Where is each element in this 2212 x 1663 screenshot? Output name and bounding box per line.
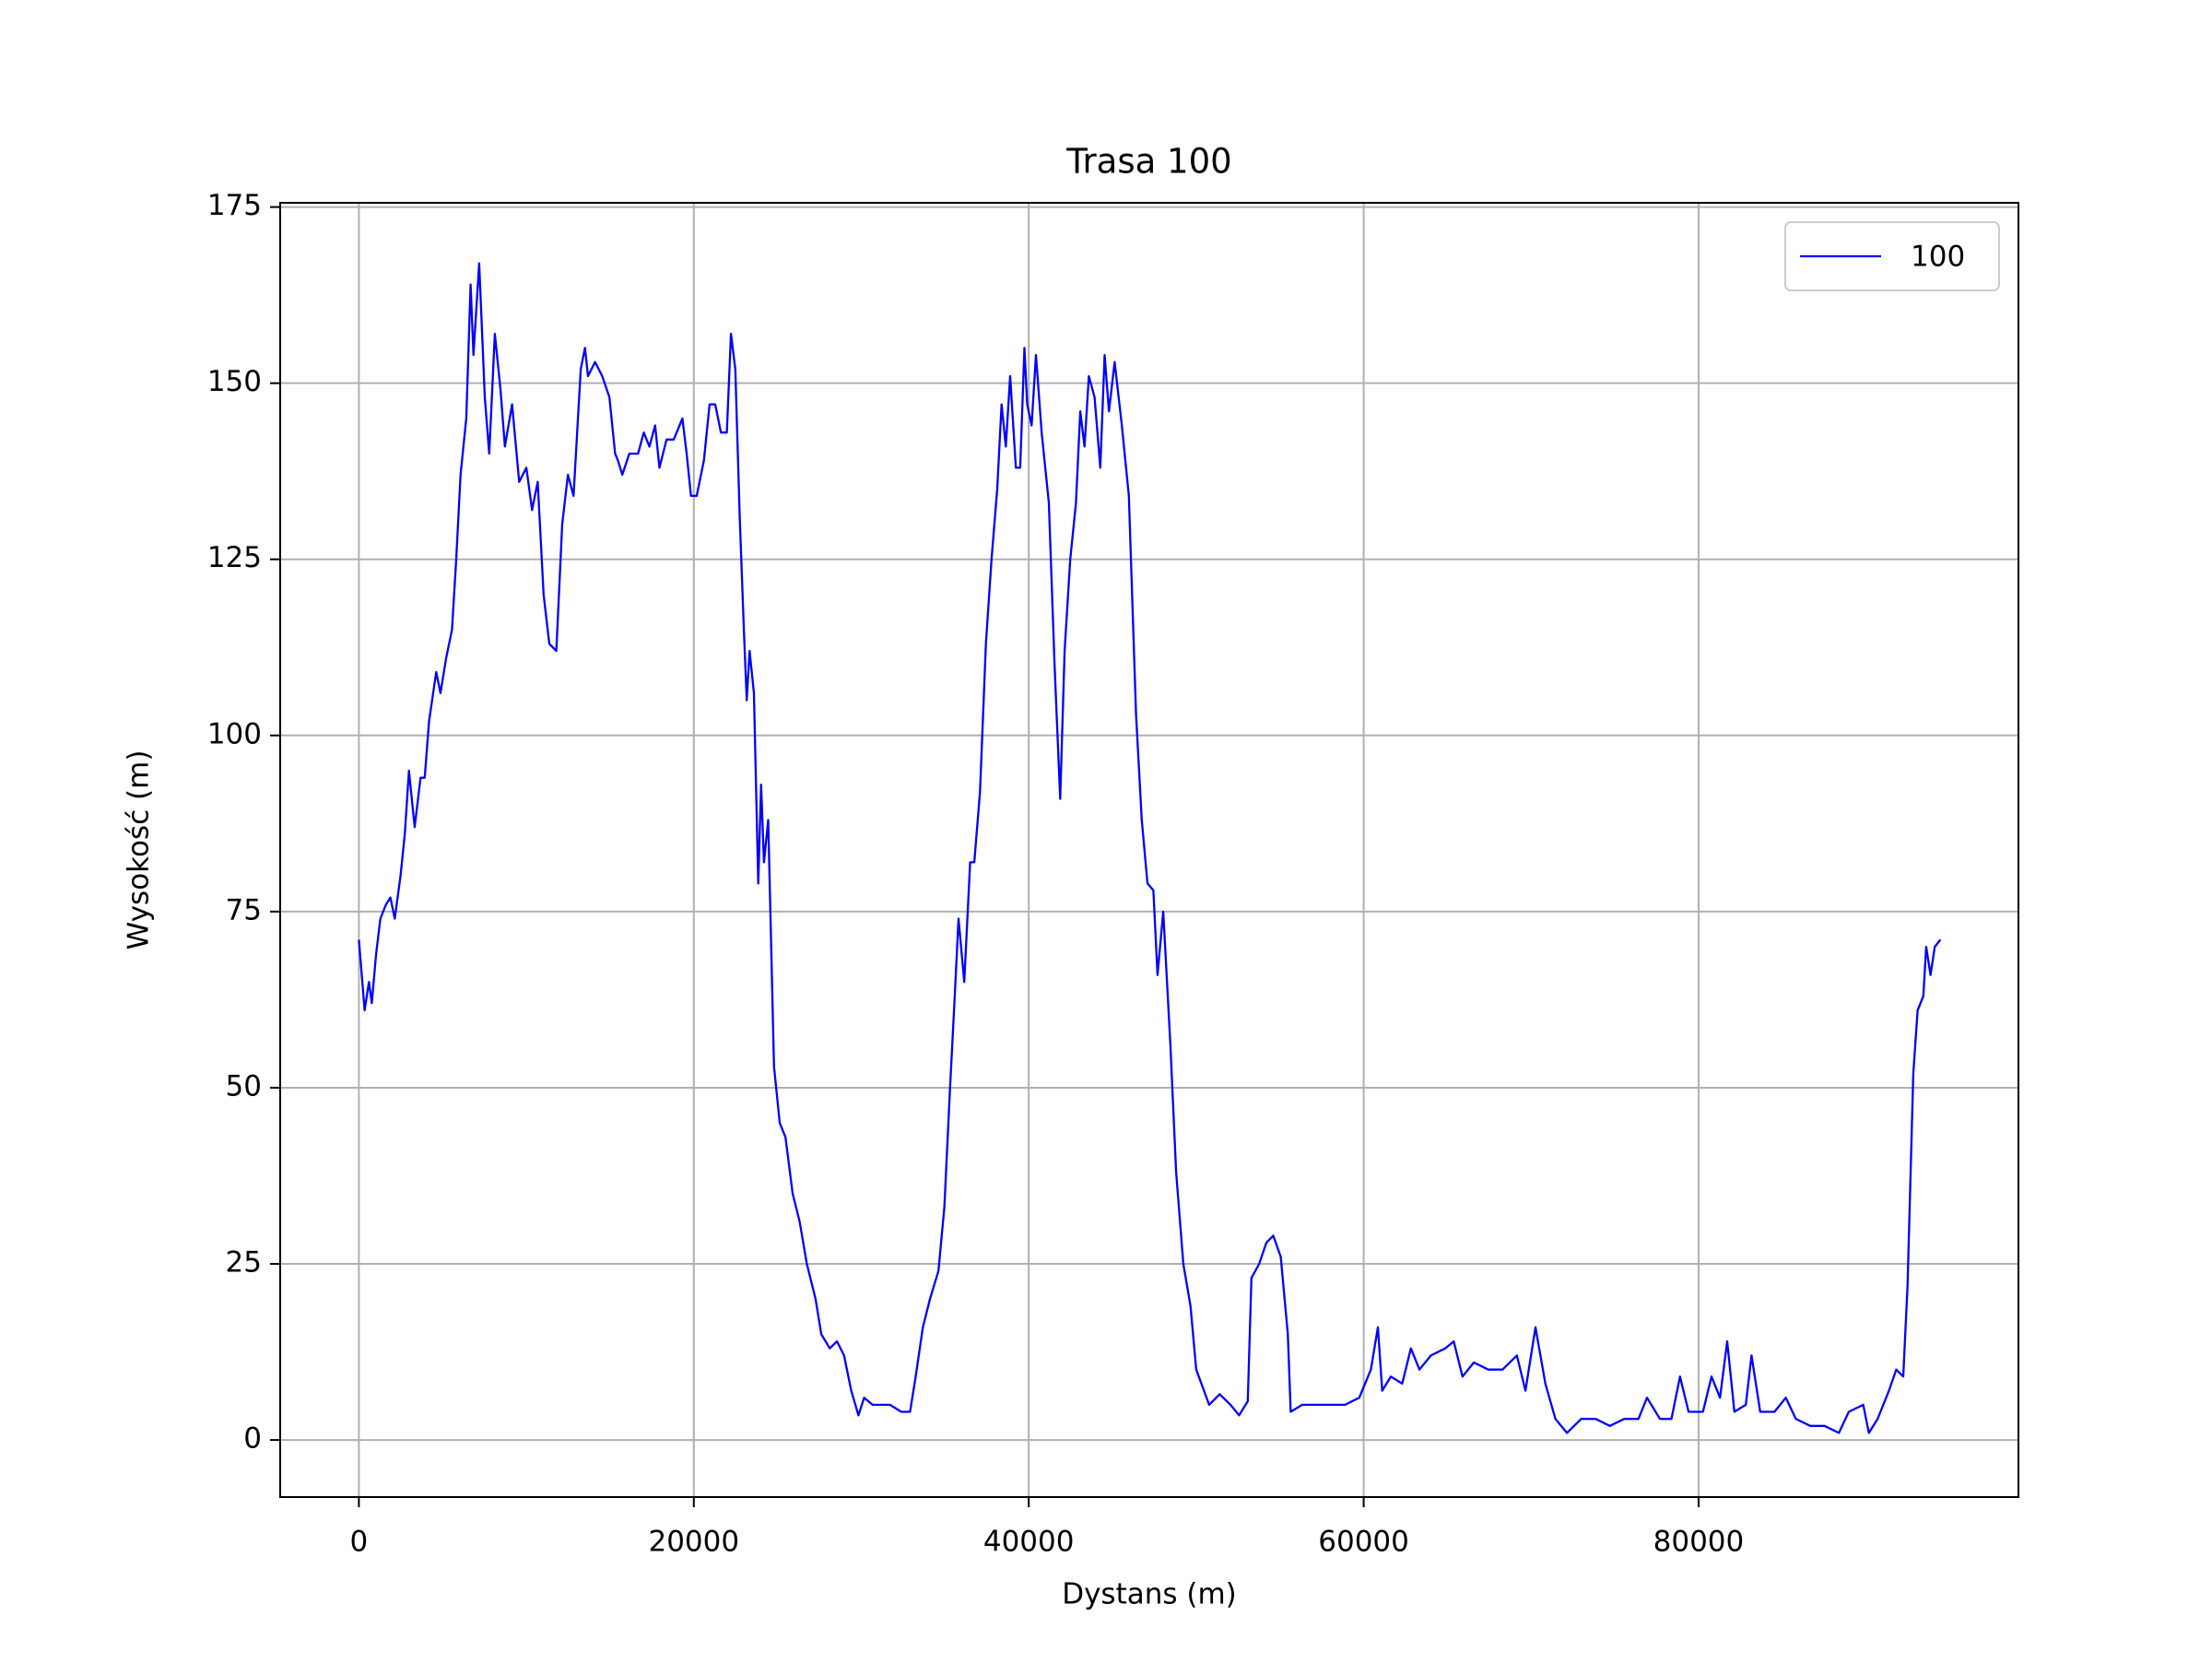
x-axis-label: Dystans (m)	[1062, 1578, 1237, 1611]
data-line	[358, 262, 1942, 1434]
y-tick-label: 150	[207, 365, 262, 398]
x-tick-label: 40000	[983, 1526, 1075, 1559]
legend: 100	[1784, 221, 2000, 291]
y-tick-label: 0	[243, 1422, 262, 1456]
y-axis-label: Wysokość (m)	[123, 750, 156, 950]
y-tick-label: 175	[207, 189, 262, 222]
plot-frame	[279, 202, 2019, 1498]
legend-label: 100	[1911, 241, 1965, 274]
y-tick-label: 100	[207, 717, 262, 750]
y-tick-label: 75	[226, 893, 262, 926]
legend-box	[1784, 221, 2000, 291]
x-tick-label: 0	[350, 1526, 369, 1559]
y-tick-label: 125	[207, 541, 262, 574]
x-tick-label: 20000	[648, 1526, 739, 1559]
y-tick-label: 25	[226, 1246, 262, 1280]
x-tick-label: 60000	[1318, 1526, 1409, 1559]
x-tick-label: 80000	[1653, 1526, 1745, 1559]
y-tick-label: 50	[226, 1069, 262, 1103]
chart-title: Trasa 100	[1065, 142, 1231, 182]
